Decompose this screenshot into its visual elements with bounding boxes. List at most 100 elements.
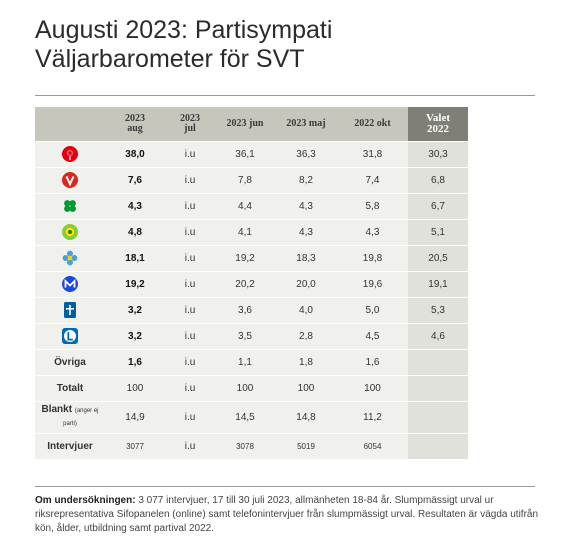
value-cell-valet xyxy=(408,401,468,434)
table-row-intervjuer: Intervjuer 3077 i.u 3078 5019 6054 xyxy=(35,433,468,460)
value-cell: 4,3 xyxy=(275,219,337,246)
value-cell: i.u xyxy=(165,167,215,194)
row-label: Totalt xyxy=(35,375,105,402)
rose-icon xyxy=(62,146,78,162)
value-cell: i.u xyxy=(165,141,215,168)
value-cell: 20,2 xyxy=(215,271,275,298)
value-cell-valet: 20,5 xyxy=(408,245,468,272)
value-cell: 100 xyxy=(215,375,275,402)
value-cell-valet: 30,3 xyxy=(408,141,468,168)
value-cell: 19,8 xyxy=(337,245,408,272)
header-2023-jul: 2023 jul xyxy=(165,107,215,142)
value-cell: 4,4 xyxy=(215,193,275,220)
page-title: Augusti 2023: Partisympati Väljarbaromet… xyxy=(35,16,332,74)
value-cell: 4,8 xyxy=(105,219,165,246)
party-logo-cell xyxy=(35,219,105,246)
header-row: 2023 aug 2023 jul 2023 jun 2023 maj 2022 o… xyxy=(35,107,468,142)
value-cell-valet: 5,1 xyxy=(408,219,468,246)
table-row-ovriga: Övriga 1,6 i.u 1,1 1,8 1,6 xyxy=(35,349,468,376)
value-cell: 19,2 xyxy=(105,271,165,298)
value-cell: 1,1 xyxy=(215,349,275,376)
m-icon xyxy=(62,276,78,292)
value-cell-valet: 5,3 xyxy=(408,297,468,324)
row-label: Blankt (anger ej parti) xyxy=(35,401,105,434)
value-cell: 1,6 xyxy=(105,349,165,376)
value-cell: i.u xyxy=(165,193,215,220)
value-cell: 19,6 xyxy=(337,271,408,298)
value-cell: 3078 xyxy=(215,433,275,460)
header-valet-2022: Valet 2022 xyxy=(408,107,468,142)
value-cell: 18,3 xyxy=(275,245,337,272)
row-label: Intervjuer xyxy=(35,433,105,460)
value-cell: 100 xyxy=(337,375,408,402)
header-2022-okt: 2022 okt xyxy=(337,107,408,142)
value-cell: i.u xyxy=(165,349,215,376)
value-cell: 14,8 xyxy=(275,401,337,434)
table-row-kd: 3,2 i.u 3,6 4,0 5,0 5,3 xyxy=(35,297,468,324)
divider-bottom xyxy=(35,486,535,487)
value-cell: 3,2 xyxy=(105,323,165,350)
value-cell-valet xyxy=(408,349,468,376)
header-2023-maj: 2023 maj xyxy=(275,107,337,142)
party-logo-cell xyxy=(35,297,105,324)
value-cell: 3,6 xyxy=(215,297,275,324)
value-cell: 4,3 xyxy=(105,193,165,220)
value-cell: 4,0 xyxy=(275,297,337,324)
value-cell: 1,8 xyxy=(275,349,337,376)
party-logo-cell xyxy=(35,141,105,168)
value-cell: 3077 xyxy=(105,433,165,460)
value-cell: 5,0 xyxy=(337,297,408,324)
value-cell: 4,1 xyxy=(215,219,275,246)
value-cell: 8,2 xyxy=(275,167,337,194)
value-cell: 4,5 xyxy=(337,323,408,350)
table-row-c: 4,3 i.u 4,4 4,3 5,8 6,7 xyxy=(35,193,468,220)
footnote-text: 3 077 intervjuer, 17 till 30 juli 2023, … xyxy=(35,495,539,534)
value-cell: i.u xyxy=(165,401,215,434)
value-cell: 7,4 xyxy=(337,167,408,194)
value-cell: 36,3 xyxy=(275,141,337,168)
value-cell: 20,0 xyxy=(275,271,337,298)
table-row-m: 19,2 i.u 20,2 20,0 19,6 19,1 xyxy=(35,271,468,298)
flower-icon xyxy=(62,250,78,266)
party-logo-cell xyxy=(35,193,105,220)
table-row-sd: 18,1 i.u 19,2 18,3 19,8 20,5 xyxy=(35,245,468,272)
value-cell: 5,8 xyxy=(337,193,408,220)
value-cell: i.u xyxy=(165,271,215,298)
poll-table: 2023 aug 2023 jul 2023 jun 2023 maj 2022 o… xyxy=(35,107,468,460)
value-cell: i.u xyxy=(165,245,215,272)
sunflower-icon xyxy=(62,224,78,240)
row-label: Övriga xyxy=(35,349,105,376)
value-cell-valet: 19,1 xyxy=(408,271,468,298)
value-cell: 19,2 xyxy=(215,245,275,272)
value-cell: 4,3 xyxy=(337,219,408,246)
value-cell: 4,3 xyxy=(275,193,337,220)
footnote-heading: Om undersökningen: xyxy=(35,495,136,506)
value-cell: i.u xyxy=(165,219,215,246)
value-cell: 100 xyxy=(275,375,337,402)
header-party xyxy=(35,107,105,142)
value-cell: 7,8 xyxy=(215,167,275,194)
l-icon xyxy=(62,328,78,344)
value-cell-valet: 6,7 xyxy=(408,193,468,220)
table-row-totalt: Totalt 100 i.u 100 100 100 xyxy=(35,375,468,402)
value-cell: 1,6 xyxy=(337,349,408,376)
v-icon xyxy=(62,172,78,188)
value-cell: 100 xyxy=(105,375,165,402)
value-cell: 3,5 xyxy=(215,323,275,350)
table-row-blankt: Blankt (anger ej parti) 14,9 i.u 14,5 14… xyxy=(35,401,468,434)
value-cell: 7,6 xyxy=(105,167,165,194)
value-cell: 6054 xyxy=(337,433,408,460)
value-cell: i.u xyxy=(165,297,215,324)
value-cell: 3,2 xyxy=(105,297,165,324)
value-cell: 38,0 xyxy=(105,141,165,168)
party-logo-cell xyxy=(35,271,105,298)
value-cell-valet: 6,8 xyxy=(408,167,468,194)
divider-top xyxy=(35,95,535,96)
value-cell: i.u xyxy=(165,433,215,460)
value-cell-valet xyxy=(408,375,468,402)
footnote: Om undersökningen: 3 077 intervjuer, 17 … xyxy=(35,494,540,536)
value-cell: i.u xyxy=(165,323,215,350)
value-cell: 14,9 xyxy=(105,401,165,434)
value-cell: 11,2 xyxy=(337,401,408,434)
header-2023-aug: 2023 aug xyxy=(105,107,165,142)
